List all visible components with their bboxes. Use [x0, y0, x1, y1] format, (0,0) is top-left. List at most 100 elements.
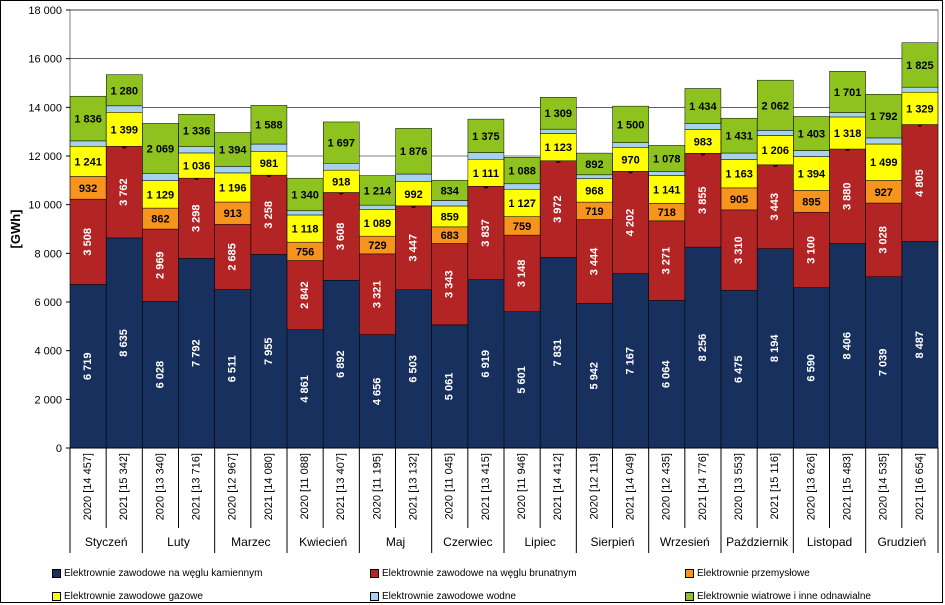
y-tick-label: 0	[56, 443, 62, 455]
legend-swatch	[685, 568, 694, 578]
data-label: 5 061	[444, 373, 456, 401]
data-label: 905	[730, 194, 748, 206]
x-tick-label: 2021 [14 049]	[624, 453, 636, 520]
legend-label: Elektrownie wiatrowe i inne odnawialne	[697, 590, 871, 602]
data-label: 1 089	[364, 218, 392, 230]
bar-segment	[720, 209, 758, 291]
legend-swatch	[52, 591, 61, 601]
data-label: 1 792	[870, 111, 898, 123]
data-label: 1 701	[834, 87, 862, 99]
bar-segment	[865, 143, 902, 181]
bar-segment	[901, 91, 939, 125]
data-label: 1 697	[327, 138, 355, 150]
data-label: 1 206	[761, 145, 789, 157]
bar-segment	[69, 95, 107, 142]
bar-segment	[142, 180, 179, 209]
bar-segment	[612, 171, 649, 274]
data-label: 3 762	[118, 178, 130, 206]
data-label: 3 444	[588, 247, 600, 275]
data-label: 1 088	[508, 166, 536, 178]
bar-segment	[720, 117, 758, 154]
bar-segment	[142, 301, 179, 449]
data-label: 1 836	[74, 114, 102, 126]
bar-segment	[865, 276, 902, 449]
x-tick-label: 2021 [14 080]	[263, 453, 275, 520]
x-tick-label: 2020 [13 553]	[733, 453, 745, 520]
bar-segment	[829, 112, 866, 118]
legend-item: Elektrownie zawodowe na węglu brunatnym	[370, 566, 577, 580]
data-label: 3 443	[769, 193, 781, 221]
data-label: 6 475	[733, 355, 745, 383]
data-label: 2 062	[761, 100, 789, 112]
legend-swatch	[685, 591, 694, 601]
bar-segment	[684, 153, 722, 248]
data-label: 3 855	[697, 186, 709, 214]
data-label: 1 431	[725, 131, 753, 143]
legend-swatch	[370, 568, 379, 578]
data-label: 932	[79, 183, 97, 195]
bar-segment	[540, 160, 577, 258]
bar-segment	[540, 128, 577, 134]
x-tick-label: 2020 [14 457]	[82, 453, 94, 520]
data-label: 3 258	[263, 201, 275, 229]
bar-segment	[648, 145, 685, 172]
bar-segment	[395, 181, 432, 207]
month-label: Luty	[167, 535, 190, 549]
bar-segment	[503, 188, 541, 217]
data-label: 859	[441, 211, 459, 223]
data-label: 1 078	[653, 154, 681, 166]
data-label: 862	[151, 214, 169, 226]
x-tick-label: 2020 [11 946]	[516, 453, 528, 519]
bar-segment	[901, 42, 939, 88]
data-label: 1 499	[870, 157, 898, 169]
y-tick-label: 4 000	[34, 346, 62, 358]
data-label: 1 118	[292, 224, 319, 236]
data-label: 1 141	[653, 184, 681, 196]
data-label: 718	[658, 207, 676, 219]
x-tick-label: 2020 [12 967]	[227, 453, 239, 520]
bar-segment	[250, 254, 288, 449]
data-label: 1 399	[110, 124, 138, 136]
bar-segment	[214, 132, 251, 167]
data-label: 1 336	[183, 125, 211, 137]
month-label: Sierpień	[590, 535, 634, 549]
data-label: 918	[332, 176, 350, 188]
bar-segment	[720, 290, 758, 449]
y-tick-label: 18 000	[28, 5, 62, 17]
y-axis-title: [GWh]	[8, 210, 23, 249]
bar-segment	[142, 228, 179, 302]
data-label: 3 447	[407, 234, 419, 262]
data-label: 1 241	[74, 156, 102, 168]
month-label: Marzec	[231, 535, 270, 549]
bar-segment	[431, 200, 468, 207]
bar-segment	[720, 159, 758, 189]
bar-segment	[467, 118, 505, 153]
bar-segment	[250, 143, 288, 152]
data-label: 3 972	[552, 195, 564, 223]
data-label: 968	[585, 185, 603, 197]
bar-segment	[106, 112, 143, 147]
data-label: 8 406	[841, 332, 853, 360]
data-label: 4 805	[914, 169, 926, 197]
data-label: 3 148	[516, 260, 528, 288]
data-label: 2 069	[147, 144, 175, 156]
data-label: 1 825	[906, 60, 934, 72]
x-tick-label: 2021 [16 654]	[914, 453, 926, 520]
bar-segment	[106, 105, 143, 113]
data-label: 983	[694, 136, 712, 148]
data-label: 7 955	[263, 337, 275, 365]
bar-segment	[757, 130, 794, 136]
data-label: 8 256	[697, 334, 709, 362]
data-label: 1 394	[798, 168, 826, 180]
bar-segment	[757, 248, 794, 449]
data-label: 892	[585, 159, 603, 171]
data-label: 834	[441, 185, 460, 197]
x-tick-label: 2021 [14 412]	[552, 453, 564, 520]
data-label: 3 028	[878, 226, 890, 254]
data-label: 759	[513, 221, 531, 233]
data-label: 3 608	[335, 223, 347, 251]
data-label: 1 340	[291, 189, 319, 201]
bar-segment	[395, 128, 432, 175]
data-label: 1 500	[617, 119, 645, 131]
bar-segment	[395, 173, 432, 182]
